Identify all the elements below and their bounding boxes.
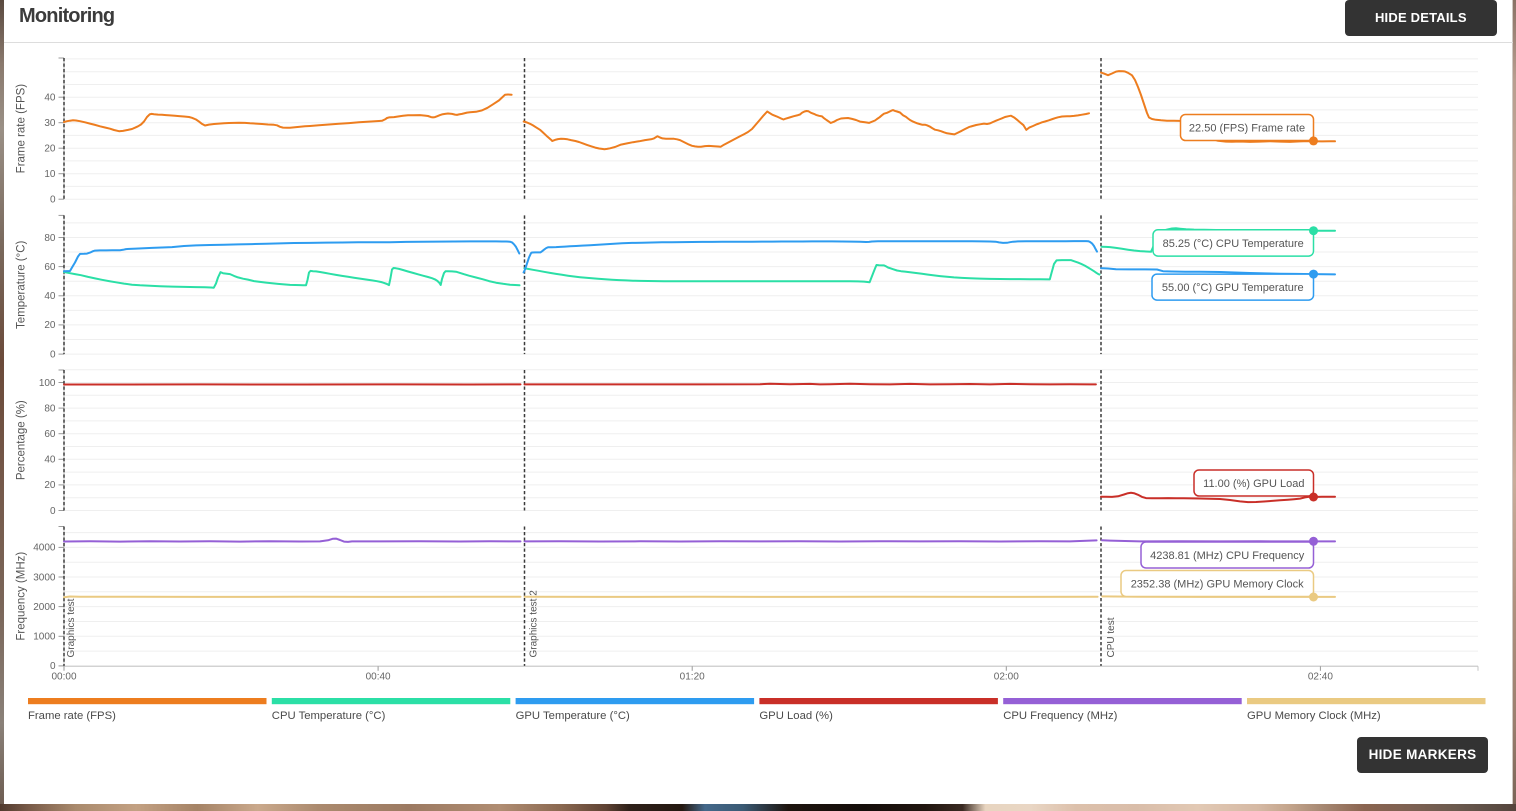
svg-text:4000: 4000 — [33, 543, 56, 554]
svg-text:1000: 1000 — [33, 632, 56, 643]
svg-text:0: 0 — [50, 661, 56, 672]
svg-text:85.25 (°C) CPU Temperature: 85.25 (°C) CPU Temperature — [1163, 238, 1304, 250]
svg-text:CPU test: CPU test — [1106, 617, 1117, 657]
svg-text:20: 20 — [44, 144, 56, 155]
svg-text:80: 80 — [44, 403, 56, 414]
svg-text:2000: 2000 — [33, 602, 56, 613]
svg-text:10: 10 — [44, 169, 56, 180]
svg-text:CPU Temperature (°C): CPU Temperature (°C) — [272, 710, 386, 722]
svg-text:0: 0 — [50, 195, 56, 206]
svg-text:0: 0 — [50, 506, 56, 517]
svg-text:GPU Load (%): GPU Load (%) — [759, 710, 833, 722]
svg-text:2352.38 (MHz) GPU Memory Clock: 2352.38 (MHz) GPU Memory Clock — [1131, 579, 1304, 591]
svg-text:01:20: 01:20 — [680, 672, 705, 683]
svg-text:40: 40 — [44, 291, 56, 302]
svg-text:GPU Temperature (°C): GPU Temperature (°C) — [516, 710, 630, 722]
svg-text:80: 80 — [44, 233, 56, 244]
svg-text:Frequency (MHz): Frequency (MHz) — [16, 552, 28, 641]
svg-text:GPU Memory Clock (MHz): GPU Memory Clock (MHz) — [1247, 710, 1381, 722]
svg-text:40: 40 — [44, 93, 56, 104]
svg-text:4238.81 (MHz) CPU Frequency: 4238.81 (MHz) CPU Frequency — [1150, 550, 1305, 562]
svg-text:02:40: 02:40 — [1308, 672, 1333, 683]
svg-text:20: 20 — [44, 480, 56, 491]
svg-text:00:40: 00:40 — [366, 672, 391, 683]
svg-text:60: 60 — [44, 262, 56, 273]
svg-text:100: 100 — [39, 378, 56, 389]
svg-text:Graphics test 2: Graphics test 2 — [529, 590, 540, 658]
svg-text:0: 0 — [50, 349, 56, 360]
svg-text:02:00: 02:00 — [994, 672, 1019, 683]
svg-text:Frame rate (FPS): Frame rate (FPS) — [16, 84, 28, 174]
svg-text:60: 60 — [44, 429, 56, 440]
svg-text:30: 30 — [44, 118, 56, 129]
svg-text:Graphics test: Graphics test — [66, 598, 77, 657]
svg-text:Temperature (°C): Temperature (°C) — [16, 240, 28, 328]
svg-text:Percentage (%): Percentage (%) — [16, 400, 28, 480]
svg-text:CPU Frequency (MHz): CPU Frequency (MHz) — [1003, 710, 1117, 722]
svg-text:Frame rate (FPS): Frame rate (FPS) — [28, 710, 116, 722]
svg-text:11.00 (%) GPU Load: 11.00 (%) GPU Load — [1203, 478, 1304, 490]
svg-text:00:00: 00:00 — [51, 672, 76, 683]
svg-text:3000: 3000 — [33, 572, 56, 583]
svg-text:40: 40 — [44, 455, 56, 466]
svg-text:20: 20 — [44, 320, 56, 331]
svg-text:55.00 (°C) GPU Temperature: 55.00 (°C) GPU Temperature — [1162, 282, 1304, 294]
svg-text:22.50 (FPS) Frame rate: 22.50 (FPS) Frame rate — [1189, 123, 1305, 135]
